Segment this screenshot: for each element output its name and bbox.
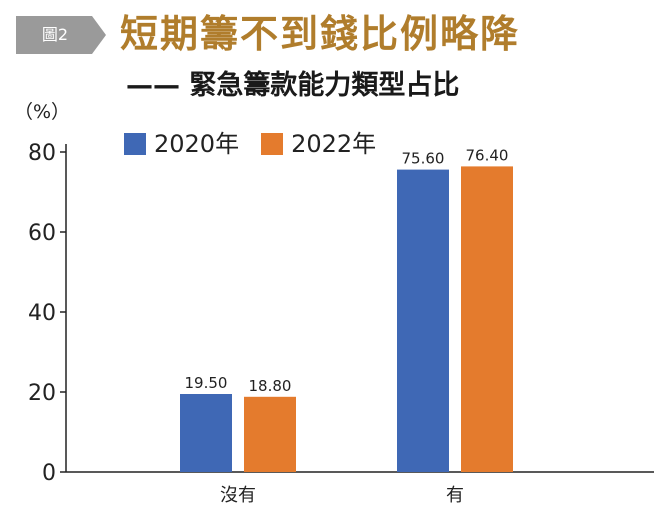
bar-2022-1 bbox=[461, 166, 513, 472]
x-category-label: 沒有 bbox=[220, 485, 256, 506]
y-tick-label: 0 bbox=[42, 461, 56, 486]
data-label: 75.60 bbox=[402, 150, 445, 168]
y-tick-label: 20 bbox=[28, 381, 56, 406]
y-tick-label: 40 bbox=[28, 301, 56, 326]
data-label: 18.80 bbox=[249, 377, 292, 395]
figure-badge: 圖2 bbox=[16, 16, 106, 54]
legend-swatch-2022 bbox=[261, 133, 284, 155]
y-tick-label: 80 bbox=[28, 141, 56, 166]
y-tick-label: 60 bbox=[28, 221, 56, 246]
chart-subtitle: —— 緊急籌款能力類型占比 bbox=[126, 70, 460, 101]
legend-item-2020: 2020年 bbox=[124, 130, 239, 158]
bar-2022-0 bbox=[244, 396, 296, 472]
legend-label-2022: 2022年 bbox=[291, 130, 377, 158]
legend-swatch-2020 bbox=[124, 133, 146, 155]
x-category-label: 有 bbox=[446, 485, 464, 506]
legend: 2020年 2022年 bbox=[124, 130, 398, 158]
badge-arrow-shape bbox=[16, 16, 106, 54]
bar-2020-1 bbox=[397, 169, 449, 472]
bar-2020-0 bbox=[180, 394, 232, 472]
y-axis-unit-label: （%） bbox=[14, 101, 71, 123]
legend-label-2020: 2020年 bbox=[154, 130, 240, 158]
legend-item-2022: 2022年 bbox=[261, 130, 376, 158]
figure-label: 圖2 bbox=[41, 25, 69, 44]
data-label: 76.40 bbox=[466, 146, 509, 164]
data-label: 19.50 bbox=[185, 374, 228, 392]
chart-title: 短期籌不到錢比例略降 bbox=[120, 11, 521, 56]
